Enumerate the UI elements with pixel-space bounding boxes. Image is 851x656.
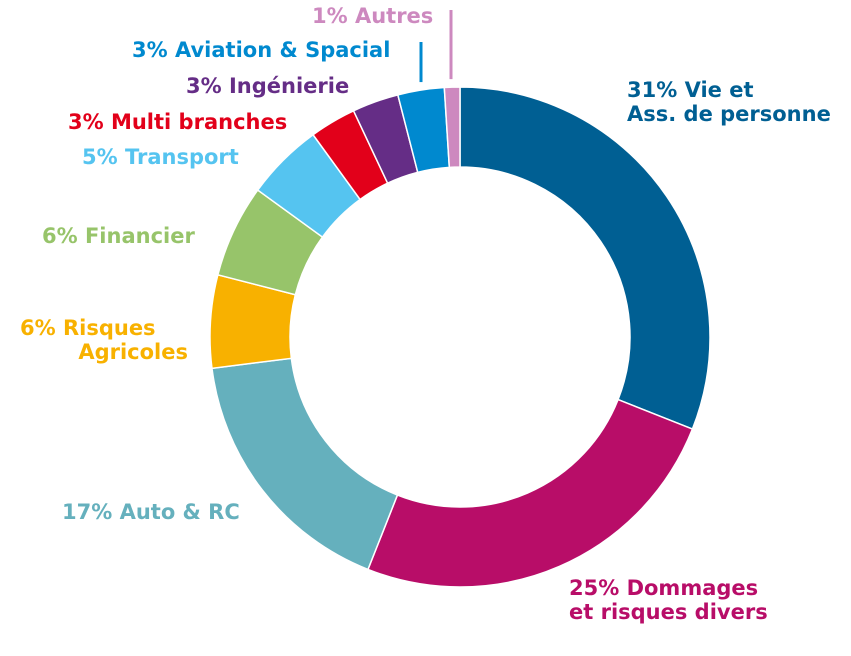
label-financier: 6% Financier [42,224,195,248]
label-multi-branches: 3% Multi branches [68,110,287,134]
label-financier-line1: 6% Financier [42,224,195,248]
label-agricoles-line1: 6% Risques [20,316,156,340]
label-dommages: 25% Dommages et risques divers [569,576,768,624]
label-transport-line1: 5% Transport [82,145,239,169]
label-vie-line2: Ass. de personne [627,102,831,126]
label-aviation-line1: 3% Aviation & Spacial [132,38,391,62]
slice-2 [211,357,399,571]
label-dommages-line2: et risques divers [569,600,768,624]
label-dommages-line1: 25% Dommages [569,576,759,600]
label-agricoles-line2: Agricoles [78,340,188,364]
label-vie: 31% Vie et Ass. de personne [627,78,831,126]
label-auto-line1: 17% Auto & RC [62,500,240,524]
label-agricoles: 6% Risques Agricoles [10,316,188,364]
slice-0 [459,86,711,431]
leader-lines-group [419,10,453,83]
label-autres-line1: 1% Autres [312,4,434,28]
slice-1 [366,398,694,588]
label-auto: 17% Auto & RC [62,500,240,524]
label-transport: 5% Transport [82,145,239,169]
slice-9 [443,86,461,169]
slices-group [209,86,711,588]
label-multi-branches-line1: 3% Multi branches [68,110,288,134]
label-ingenierie: 3% Ingénierie [186,74,349,98]
label-aviation: 3% Aviation & Spacial [132,38,390,62]
label-vie-line1: 31% Vie et [627,78,754,102]
label-ingenierie-line1: 3% Ingénierie [186,74,350,98]
label-autres: 1% Autres [312,4,433,28]
